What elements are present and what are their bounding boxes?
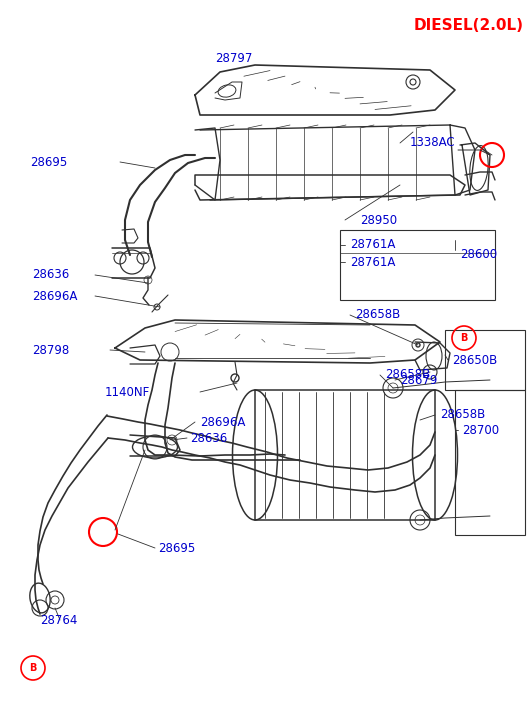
Bar <box>445 330 525 390</box>
Text: 28695: 28695 <box>158 542 195 555</box>
Text: 28950: 28950 <box>360 214 397 227</box>
Text: 28797: 28797 <box>215 52 252 65</box>
Text: 28650B: 28650B <box>452 353 497 366</box>
Bar <box>455 390 525 535</box>
Text: 28600: 28600 <box>460 249 497 262</box>
Text: 28636: 28636 <box>32 268 69 281</box>
Text: B: B <box>460 333 468 343</box>
Text: 28798: 28798 <box>32 343 69 356</box>
Bar <box>340 230 495 300</box>
Text: 28636: 28636 <box>190 432 227 444</box>
Text: 28679: 28679 <box>400 374 437 387</box>
Text: 1338AC: 1338AC <box>410 137 455 150</box>
Text: 28700: 28700 <box>462 424 499 436</box>
Text: 28696A: 28696A <box>200 416 245 428</box>
Text: 28761A: 28761A <box>350 255 395 268</box>
Text: 28658B: 28658B <box>440 409 485 422</box>
Text: 1140NF: 1140NF <box>105 385 150 398</box>
Text: 28658B: 28658B <box>385 369 430 382</box>
Text: 28696A: 28696A <box>32 289 77 302</box>
Text: 28761A: 28761A <box>350 238 395 252</box>
Text: 28764: 28764 <box>40 614 77 627</box>
Text: DIESEL(2.0L): DIESEL(2.0L) <box>414 18 524 33</box>
Text: B: B <box>29 663 37 673</box>
Text: 28658B: 28658B <box>355 308 400 321</box>
Text: 28695: 28695 <box>30 156 67 169</box>
